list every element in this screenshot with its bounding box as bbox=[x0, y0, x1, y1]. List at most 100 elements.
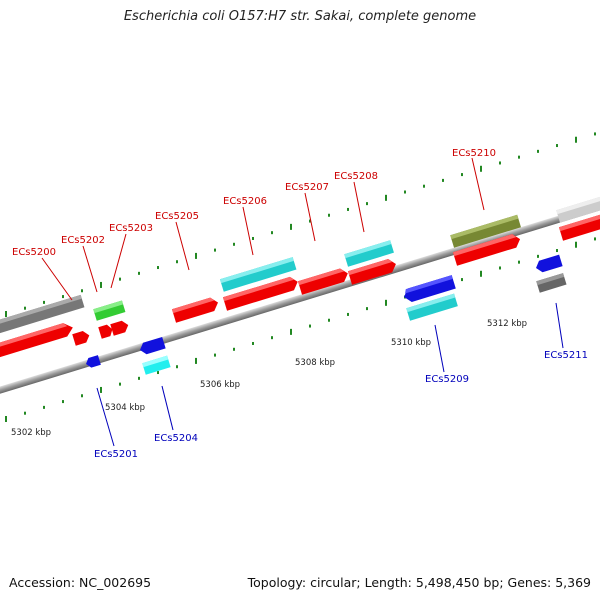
tick-mark bbox=[309, 324, 311, 328]
gene-ECs5204-cog bbox=[142, 355, 171, 375]
tick-mark bbox=[575, 241, 577, 248]
tick-mark bbox=[594, 237, 596, 241]
tick-mark bbox=[518, 260, 520, 264]
tick-mark bbox=[157, 371, 159, 375]
map-title: Escherichia coli O157:H7 str. Sakai, com… bbox=[123, 9, 477, 24]
gene-label-ECs5203: ECs5203 bbox=[109, 223, 153, 234]
tick-mark bbox=[309, 219, 311, 223]
tick-mark bbox=[176, 365, 178, 369]
tick-mark bbox=[556, 249, 558, 253]
tick-mark bbox=[442, 178, 444, 182]
gene-label-ECs5207: ECs5207 bbox=[285, 182, 329, 193]
tick-marks bbox=[5, 132, 596, 422]
gene-ECs5203-arrow bbox=[110, 320, 129, 336]
gene-label-ECs5210: ECs5210 bbox=[452, 148, 496, 159]
kbp-label-5306: 5306 kbp bbox=[200, 380, 240, 390]
tick-mark bbox=[461, 278, 463, 282]
tick-mark bbox=[214, 353, 216, 357]
gene-ECs5211-cog bbox=[536, 273, 567, 293]
tick-mark bbox=[594, 132, 596, 136]
gene-ECs5202-arrow bbox=[98, 324, 113, 339]
gene-label-ECs5209: ECs5209 bbox=[425, 374, 469, 385]
tick-mark bbox=[556, 144, 558, 148]
gene-ECs5208-cog bbox=[344, 240, 394, 267]
gene-ECs5208-arrow bbox=[347, 259, 396, 285]
gene-label-ECs5205: ECs5205 bbox=[155, 211, 199, 222]
tick-mark bbox=[499, 161, 501, 165]
genome-summary-text: Topology: circular; Length: 5,498,450 bp… bbox=[247, 575, 591, 590]
tick-mark bbox=[5, 416, 7, 422]
tick-mark bbox=[176, 260, 178, 264]
gene-label-ECs5201: ECs5201 bbox=[94, 449, 138, 460]
gene-ECs5211-arrow bbox=[536, 254, 563, 273]
gene-ECs5202-cog bbox=[93, 300, 126, 321]
gene-ECs5200-arrow bbox=[0, 323, 73, 369]
gene-ECs5210-arrow bbox=[452, 234, 521, 266]
tick-mark bbox=[537, 149, 539, 153]
tick-mark bbox=[233, 242, 235, 246]
gene-ECs5201-arrow bbox=[86, 355, 101, 368]
tick-mark bbox=[100, 386, 102, 393]
tick-mark bbox=[290, 223, 292, 230]
tick-mark bbox=[328, 213, 330, 217]
gene-ECs5207-arrow bbox=[297, 268, 348, 295]
tick-mark bbox=[366, 307, 368, 311]
tick-mark bbox=[43, 300, 45, 304]
tick-mark bbox=[214, 248, 216, 252]
tick-mark bbox=[81, 289, 83, 293]
tick-mark bbox=[100, 281, 102, 288]
tick-mark bbox=[423, 184, 425, 188]
tick-mark bbox=[575, 136, 577, 143]
gene-ECs5206-arrow bbox=[222, 276, 298, 311]
kbp-label-5302: 5302 kbp bbox=[11, 428, 51, 438]
tick-mark bbox=[480, 270, 482, 277]
tick-mark bbox=[347, 312, 349, 316]
gene-label-ECs5200: ECs5200 bbox=[12, 247, 56, 258]
gene-label-ECs5204: ECs5204 bbox=[154, 433, 198, 444]
gene-ECs5204-arrow bbox=[140, 336, 166, 355]
accession-text: Accession: NC_002695 bbox=[9, 575, 152, 590]
tick-mark bbox=[499, 266, 501, 270]
gene-label-ECs5202: ECs5202 bbox=[61, 235, 105, 246]
tick-mark bbox=[271, 231, 273, 235]
gene-ECs5200-cog bbox=[0, 294, 85, 345]
gene-right-arrow bbox=[558, 206, 600, 241]
tick-mark bbox=[252, 341, 254, 345]
gene-ECs5200b-arrow bbox=[72, 331, 90, 346]
tick-mark bbox=[43, 405, 45, 409]
tick-mark bbox=[518, 155, 520, 159]
tick-mark bbox=[5, 311, 7, 317]
tick-mark bbox=[480, 165, 482, 172]
gene-label-ECs5206: ECs5206 bbox=[223, 196, 267, 207]
tick-mark bbox=[385, 194, 387, 201]
tick-mark bbox=[195, 357, 197, 364]
leader-lines-reverse bbox=[96, 302, 564, 447]
tick-mark bbox=[537, 254, 539, 258]
tick-mark bbox=[404, 190, 406, 194]
tick-mark bbox=[157, 266, 159, 270]
gene-ECs5210-cog bbox=[450, 214, 521, 248]
gene-ECs5206-cog bbox=[219, 257, 297, 292]
tick-mark bbox=[385, 299, 387, 306]
kbp-label-5304: 5304 kbp bbox=[105, 403, 145, 413]
kbp-label-5310: 5310 kbp bbox=[391, 338, 431, 348]
tick-mark bbox=[461, 173, 463, 177]
tick-mark bbox=[195, 252, 197, 259]
genome-backbone bbox=[0, 172, 600, 425]
tick-mark bbox=[24, 411, 26, 415]
tick-mark bbox=[62, 295, 64, 299]
kbp-label-5308: 5308 kbp bbox=[295, 358, 335, 368]
tick-mark bbox=[62, 400, 64, 404]
kbp-label-5312: 5312 kbp bbox=[487, 319, 527, 329]
tick-mark bbox=[366, 202, 368, 206]
tick-mark bbox=[138, 271, 140, 275]
tick-mark bbox=[328, 318, 330, 322]
gene-label-ECs5208: ECs5208 bbox=[334, 171, 378, 182]
gene-label-ECs5211: ECs5211 bbox=[544, 350, 588, 361]
tick-mark bbox=[24, 306, 26, 310]
gene-ECs5209-cog bbox=[406, 293, 458, 321]
tick-mark bbox=[233, 347, 235, 351]
tick-mark bbox=[347, 207, 349, 211]
gene-ECs5209-arrow bbox=[404, 275, 456, 302]
